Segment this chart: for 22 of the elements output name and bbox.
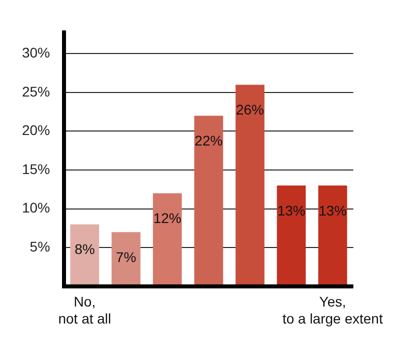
y-tick-label: 25% bbox=[22, 83, 50, 100]
data-label: 12% bbox=[153, 210, 182, 226]
y-tick-label: 15% bbox=[22, 160, 50, 177]
data-label: 26% bbox=[236, 102, 264, 118]
x-tick-label: Yes, to a large extent bbox=[282, 294, 383, 326]
y-tick-label: 5% bbox=[30, 238, 50, 254]
y-tick-label: 20% bbox=[22, 122, 50, 138]
data-label: 13% bbox=[318, 202, 347, 218]
bar bbox=[194, 116, 224, 286]
bar bbox=[318, 186, 348, 286]
bar bbox=[70, 224, 100, 286]
y-tick-label: 10% bbox=[22, 200, 50, 216]
data-label: 13% bbox=[277, 202, 306, 218]
y-tick-label: 30% bbox=[22, 44, 50, 61]
data-label: 8% bbox=[74, 241, 95, 258]
bar bbox=[236, 84, 264, 286]
data-label: 22% bbox=[194, 132, 223, 149]
bar bbox=[112, 232, 140, 286]
data-label: 7% bbox=[116, 248, 136, 265]
x-tick-label: No, not at all bbox=[58, 294, 112, 326]
bar bbox=[276, 186, 306, 286]
bar bbox=[152, 193, 182, 286]
